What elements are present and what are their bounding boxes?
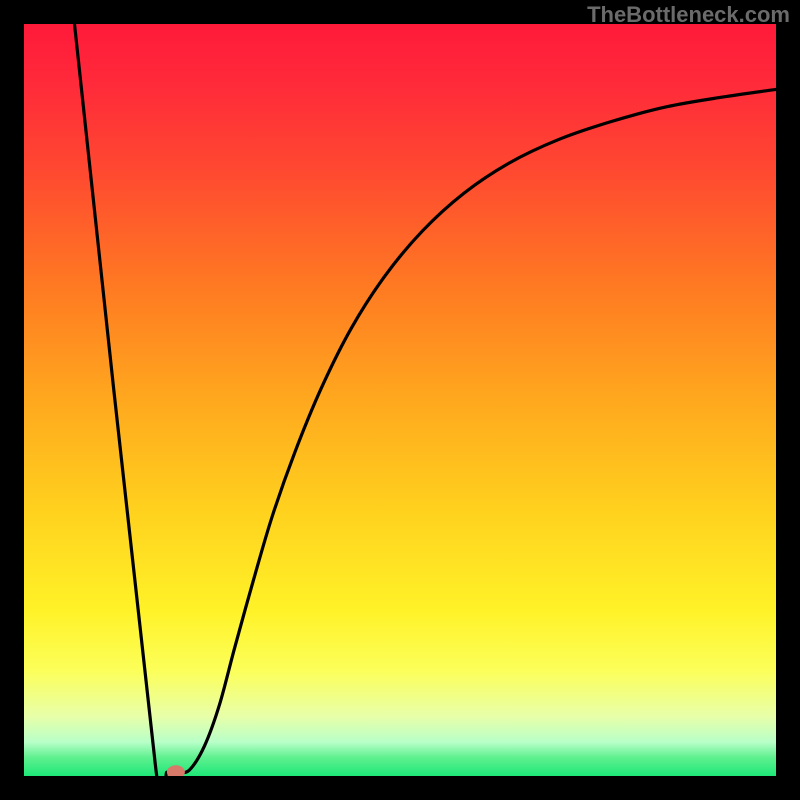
watermark-text: TheBottleneck.com xyxy=(587,2,790,27)
chart-container: TheBottleneck.com xyxy=(0,0,800,800)
bottleneck-chart: TheBottleneck.com xyxy=(0,0,800,800)
plot-background xyxy=(24,24,776,776)
